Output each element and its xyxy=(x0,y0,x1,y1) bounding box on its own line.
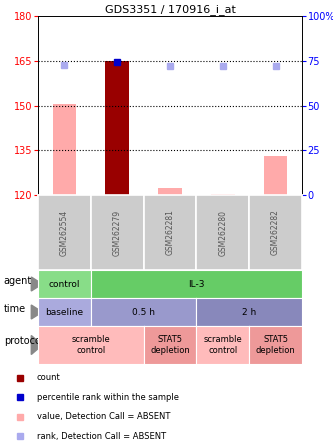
Text: STAT5
depletion: STAT5 depletion xyxy=(256,335,295,355)
Bar xyxy=(105,61,129,195)
Text: GSM262282: GSM262282 xyxy=(271,210,280,255)
Polygon shape xyxy=(31,305,42,319)
Text: protocol: protocol xyxy=(4,336,43,346)
Text: IL-3: IL-3 xyxy=(188,280,205,289)
Text: GSM262280: GSM262280 xyxy=(218,210,227,255)
Bar xyxy=(53,104,76,195)
Bar xyxy=(158,187,182,195)
Text: GSM262279: GSM262279 xyxy=(113,210,122,256)
Text: 0.5 h: 0.5 h xyxy=(132,308,155,317)
Text: STAT5
depletion: STAT5 depletion xyxy=(150,335,190,355)
Text: count: count xyxy=(37,373,60,382)
Text: agent: agent xyxy=(4,276,32,286)
Text: value, Detection Call = ABSENT: value, Detection Call = ABSENT xyxy=(37,412,170,421)
Text: scramble
control: scramble control xyxy=(71,335,110,355)
Text: GSM262281: GSM262281 xyxy=(166,210,174,255)
Text: time: time xyxy=(4,304,26,314)
Text: rank, Detection Call = ABSENT: rank, Detection Call = ABSENT xyxy=(37,432,166,441)
Text: control: control xyxy=(49,280,80,289)
Text: 2 h: 2 h xyxy=(242,308,256,317)
Text: percentile rank within the sample: percentile rank within the sample xyxy=(37,392,178,402)
Title: GDS3351 / 170916_i_at: GDS3351 / 170916_i_at xyxy=(105,4,235,15)
Text: GSM262554: GSM262554 xyxy=(60,210,69,256)
Polygon shape xyxy=(31,336,42,354)
Text: scramble
control: scramble control xyxy=(203,335,242,355)
Text: baseline: baseline xyxy=(45,308,84,317)
Polygon shape xyxy=(31,277,42,291)
Bar xyxy=(264,156,287,195)
Bar xyxy=(211,194,235,195)
